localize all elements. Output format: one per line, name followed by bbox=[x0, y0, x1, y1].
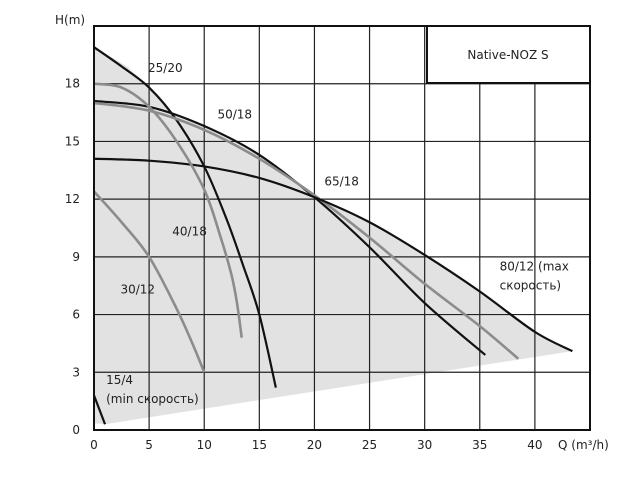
x-tick-label: 25 bbox=[362, 438, 377, 452]
curve-40-18 bbox=[93, 82, 243, 338]
x-tick-label: 40 bbox=[527, 438, 542, 452]
y-axis-label: H(m) bbox=[55, 13, 85, 27]
curves bbox=[92, 46, 573, 425]
x-tick-label: 0 bbox=[90, 438, 98, 452]
y-tick-label: 15 bbox=[65, 134, 80, 148]
legend-box: Native-NOZ S bbox=[426, 25, 591, 84]
y-tick-label: 18 bbox=[65, 77, 80, 91]
curve-label: 80/12 (max bbox=[500, 259, 569, 273]
x-tick-label: 10 bbox=[197, 438, 212, 452]
x-tick-label: 35 bbox=[472, 438, 487, 452]
curve-label: 50/18 bbox=[217, 107, 252, 121]
curve-label-line2: (min скорость) bbox=[106, 392, 199, 406]
curve-label: 40/18 bbox=[172, 225, 207, 239]
x-tick-label: 5 bbox=[145, 438, 153, 452]
y-tick-label: 3 bbox=[72, 365, 80, 379]
chart-title: Native-NOZ S bbox=[467, 48, 548, 62]
curve-80-12 bbox=[93, 157, 573, 353]
x-axis-label: Q (m³/h) bbox=[558, 438, 609, 452]
curve-15-4 bbox=[92, 394, 107, 425]
curve-labels: 25/20 50/18 65/18 80/12 (max скорость) 40/18 3… bbox=[106, 61, 569, 406]
operating-region bbox=[94, 47, 573, 425]
x-tick-label: 15 bbox=[252, 438, 267, 452]
curve-label-line2: скорость) bbox=[500, 278, 562, 292]
y-tick-label: 9 bbox=[72, 250, 80, 264]
curve-label: 15/4 bbox=[106, 373, 133, 387]
y-tick-label: 12 bbox=[65, 192, 80, 206]
curve-label: 30/12 bbox=[120, 282, 155, 296]
curve-30-12 bbox=[93, 190, 206, 373]
x-tick-label: 20 bbox=[307, 438, 322, 452]
plot-frame bbox=[93, 25, 591, 431]
y-tick-label: 0 bbox=[72, 423, 80, 437]
operating-region-fill bbox=[94, 47, 573, 425]
curve-label: 25/20 bbox=[148, 61, 183, 75]
curve-65-18 bbox=[93, 101, 520, 360]
y-tick-label: 6 bbox=[72, 308, 80, 322]
x-tick-label: 30 bbox=[417, 438, 432, 452]
curve-label: 65/18 bbox=[324, 175, 359, 189]
tick-labels: 0 5 10 15 20 25 30 35 40 0 3 6 9 12 15 18 bbox=[65, 77, 543, 452]
